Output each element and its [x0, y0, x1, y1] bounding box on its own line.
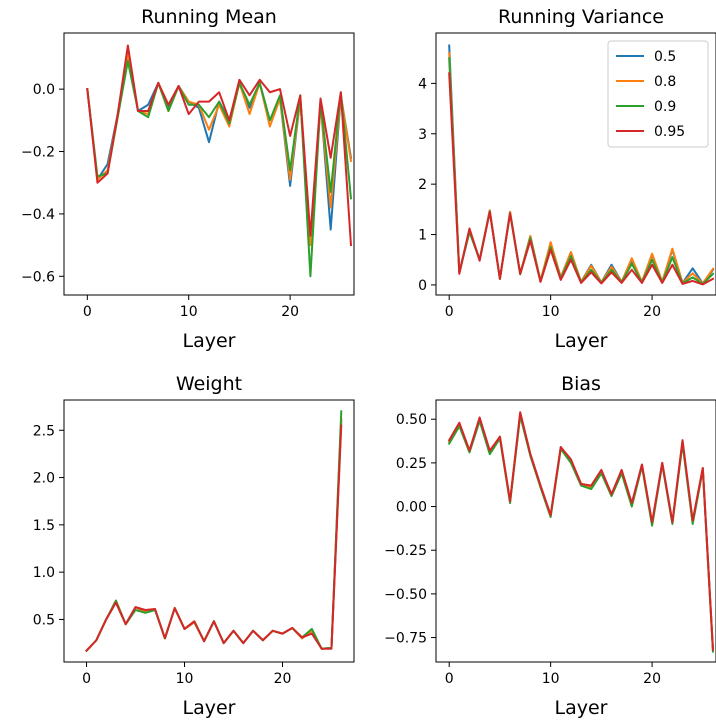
- running-variance-legend-label-0.9: 0.9: [654, 99, 676, 115]
- running-mean-plot-frame: [63, 32, 355, 296]
- bias-series-line-0.9: [447, 414, 715, 653]
- running-variance-legend-label-0.95: 0.95: [654, 124, 685, 140]
- weight-ytick-label: 0.5: [33, 612, 55, 628]
- running-mean-ytick-label: −0.6: [21, 269, 55, 285]
- running-variance-ytick-label: 0: [418, 278, 427, 294]
- weight-plot-frame: [63, 399, 355, 663]
- bias-ytick-label: 0.50: [396, 412, 427, 428]
- running-variance-title: Running Variance: [498, 6, 664, 28]
- weight-plot: 0 10 20 0.5 1.0 1.5 2.0 2.5: [33, 399, 355, 687]
- running-variance-legend-label-0.8: 0.8: [654, 74, 676, 90]
- running-mean-xlabel: Layer: [183, 330, 236, 352]
- bias-xtick-label: 10: [542, 671, 560, 687]
- bias-ytick-label: 0.00: [396, 500, 427, 516]
- running-mean-series-line-0.95: [86, 44, 353, 247]
- running-variance-series-group: [448, 44, 715, 286]
- panel-running-mean: Running Mean 0 10 20 −0.6 −0.4 −0.2 0.0 Layer: [21, 6, 355, 352]
- weight-series-line-0.95: [85, 424, 343, 653]
- running-variance-plot-frame: [435, 32, 716, 296]
- weight-ytick-label: 1.0: [33, 565, 55, 581]
- running-variance-series-line-0.95: [448, 72, 715, 286]
- running-mean-series-line-0.9: [86, 60, 353, 278]
- running-variance-ytick-label: 1: [418, 228, 427, 244]
- running-mean-xtick-label: 0: [83, 304, 92, 320]
- running-variance-legend-box: [607, 40, 709, 148]
- weight-series-line-0.5: [85, 419, 343, 653]
- running-mean-ytick-label: −0.2: [21, 145, 55, 161]
- bias-xtick-label: 20: [643, 671, 661, 687]
- running-mean-ytick-label: −0.4: [21, 207, 55, 223]
- running-variance-plot: 0 10 20 0 1 2 3 4 0.5 0.8 0.9 0.95: [418, 32, 716, 320]
- running-variance-xtick-label: 0: [445, 304, 454, 320]
- running-mean-plot: 0 10 20 −0.6 −0.4 −0.2 0.0: [21, 32, 355, 320]
- running-variance-ytick-label: 3: [418, 127, 427, 143]
- running-variance-ytick-label: 4: [418, 76, 427, 92]
- weight-series-group: [85, 410, 343, 653]
- panel-weight: Weight 0 10 20 0.5 1.0 1.5 2.0 2.5 Layer: [33, 373, 355, 719]
- running-mean-ytick-label: 0.0: [33, 82, 55, 98]
- bias-plot: 0 10 20 −0.75 −0.50 −0.25 0.00 0.25 0.50: [384, 399, 716, 687]
- running-mean-title: Running Mean: [141, 6, 277, 28]
- weight-ytick-label: 2.5: [33, 423, 55, 439]
- running-mean-xtick-label: 20: [281, 304, 299, 320]
- running-variance-xtick-label: 20: [643, 304, 661, 320]
- running-variance-xtick-label: 10: [542, 304, 560, 320]
- running-variance-ytick-label: 2: [418, 177, 427, 193]
- weight-title: Weight: [176, 373, 242, 395]
- weight-ytick-label: 2.0: [33, 471, 55, 487]
- panel-bias: Bias 0 10 20 −0.75 −0.50 −0.25 0.00 0.25 0.50 La…: [384, 373, 716, 719]
- bias-xlabel: Layer: [555, 697, 608, 719]
- bias-xtick-label: 0: [445, 671, 454, 687]
- bias-series-group: [447, 411, 715, 653]
- running-variance-legend: 0.5 0.8 0.9 0.95: [607, 40, 709, 148]
- bias-ytick-label: −0.50: [384, 587, 427, 603]
- running-variance-legend-label-0.5: 0.5: [654, 49, 676, 65]
- bias-plot-frame: [435, 399, 716, 663]
- running-variance-xlabel: Layer: [555, 330, 608, 352]
- running-mean-series-group: [86, 44, 353, 278]
- bias-ytick-label: −0.75: [384, 631, 427, 647]
- weight-series-line-0.9: [85, 410, 343, 653]
- weight-xtick-label: 0: [82, 671, 91, 687]
- panel-running-variance: Running Variance 0 10 20 0 1 2 3 4 0.5 0.8 0.9 0.95…: [418, 6, 716, 352]
- weight-xtick-label: 20: [274, 671, 292, 687]
- weight-ytick-label: 1.5: [33, 518, 55, 534]
- weight-xtick-label: 10: [176, 671, 194, 687]
- bias-title: Bias: [561, 373, 601, 395]
- bias-ytick-label: −0.25: [384, 543, 427, 559]
- bias-ytick-label: 0.25: [396, 456, 427, 472]
- weight-xlabel: Layer: [183, 697, 236, 719]
- running-mean-xtick-label: 10: [180, 304, 198, 320]
- bias-series-line-0.95: [447, 411, 715, 651]
- weight-series-line-0.8: [85, 417, 343, 653]
